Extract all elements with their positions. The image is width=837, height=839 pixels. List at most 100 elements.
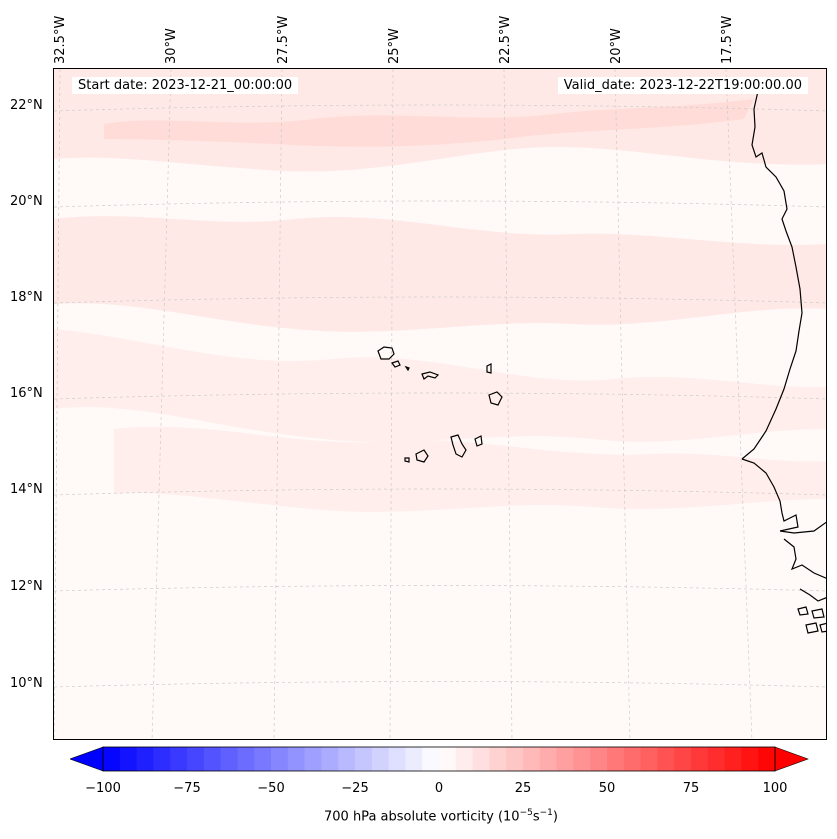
colorbar-cells: [103, 747, 776, 771]
meridian-25w: [389, 69, 394, 739]
colorbar-cell: [237, 747, 255, 771]
cape-verde-islands: [377, 346, 503, 463]
colorbar-cell: [304, 747, 322, 771]
meridian-17-5w: [725, 69, 753, 739]
colorbar-high-extend: [774, 746, 809, 772]
bijagos-island-1: [797, 606, 809, 616]
colorbar-tick-75: 75: [682, 781, 700, 796]
island-santiago: [450, 434, 467, 458]
colorbar-tick-50: 50: [598, 781, 616, 796]
colorbar-cell: [573, 747, 591, 771]
colorbar-cell: [439, 747, 457, 771]
vorticity-map: [54, 69, 826, 739]
colorbar-cell: [657, 747, 675, 771]
lat-label-18n: 18°N: [10, 290, 43, 305]
colorbar-tick-minus75: −75: [173, 781, 201, 796]
island-sao-vicente: [391, 360, 401, 368]
vorticity-band-north-inner: [104, 99, 754, 147]
island-santa-luzia: [404, 365, 410, 372]
mauritania-coast: [741, 90, 803, 460]
parallel-10n: [54, 681, 826, 688]
island-brava: [404, 457, 410, 463]
lat-label-20n: 20°N: [10, 194, 43, 209]
colorbar-cell: [523, 747, 541, 771]
start-date-label: Start date: 2023-12-21_00:00:00: [72, 77, 299, 94]
colorbar-cell: [724, 747, 742, 771]
colorbar-cell: [422, 747, 440, 771]
colorbar-tick-100: 100: [762, 781, 788, 796]
gambia-estuary: [779, 521, 826, 534]
colorbar-tick-minus100: −100: [85, 781, 121, 796]
colorbar-cell: [355, 747, 373, 771]
colorbar-tick-25: 25: [514, 781, 532, 796]
valid-date-label: Valid_date: 2023-12-22T19:00:00.00: [557, 77, 808, 94]
bijagos-island-3: [805, 622, 819, 634]
casamance-coast: [783, 538, 826, 579]
lon-label-17-5w: 17.5°W: [720, 15, 735, 64]
colorbar-cell: [220, 747, 238, 771]
island-boa-vista: [488, 391, 503, 406]
vorticity-band-mid: [54, 216, 826, 332]
colorbar-cell: [405, 747, 423, 771]
colorbar-label: 700 hPa absolute vorticity (10−5s−1): [324, 808, 558, 825]
colorbar-cell: [741, 747, 759, 771]
parallel-18n: [54, 296, 826, 304]
lon-label-22-5w: 22.5°W: [498, 15, 513, 64]
colorbar-cell: [707, 747, 726, 771]
colorbar-low-extend: [70, 746, 104, 772]
island-santo-antao: [377, 346, 395, 360]
colorbar-cell: [556, 747, 574, 771]
west-africa-coast: [741, 90, 826, 634]
lon-label-27-5w: 27.5°W: [276, 15, 291, 64]
colorbar-cell: [539, 747, 558, 771]
colorbar-cell: [590, 747, 608, 771]
meridian-32-5w: [54, 69, 61, 739]
lat-label-22n: 22°N: [10, 98, 43, 113]
colorbar-cell: [623, 747, 642, 771]
colorbar-cell: [119, 747, 138, 771]
colorbar-cell: [321, 747, 339, 771]
colorbar-cell: [455, 747, 474, 771]
island-fogo: [415, 449, 429, 463]
meridian-27-5w: [273, 69, 283, 739]
colorbar-outline: [102, 746, 776, 772]
colorbar-cell: [691, 747, 709, 771]
lon-label-30w: 30°W: [164, 28, 179, 64]
island-maio: [474, 435, 483, 447]
colorbar-cell: [153, 747, 171, 771]
colorbar-cell: [607, 747, 625, 771]
lat-label-14n: 14°N: [10, 482, 43, 497]
parallel-20n: [54, 200, 826, 208]
lon-label-25w: 25°W: [387, 28, 402, 64]
colorbar-cell: [287, 747, 306, 771]
meridian-22-5w: [503, 69, 513, 739]
colorbar-tick-0: 0: [434, 781, 444, 796]
lat-label-16n: 16°N: [10, 386, 43, 401]
lat-label-10n: 10°N: [10, 676, 43, 691]
colorbar-cell: [472, 747, 490, 771]
meridian-30w: [151, 69, 172, 739]
graticule: [54, 69, 826, 739]
parallel-16n: [54, 392, 826, 400]
senegal-coast: [741, 458, 799, 532]
colorbar-tick-minus50: −50: [257, 781, 285, 796]
parallel-12n: [54, 585, 826, 592]
lon-label-32-5w: 32.5°W: [53, 15, 68, 64]
vorticity-band-lower: [54, 329, 826, 442]
guinea-bissau-coast: [799, 588, 826, 602]
lat-label-12n: 12°N: [10, 579, 43, 594]
colorbar-cell: [170, 747, 188, 771]
colorbar-cell: [506, 747, 524, 771]
colorbar-cell: [371, 747, 390, 771]
colorbar-cell: [136, 747, 154, 771]
meridian-20w: [614, 69, 631, 739]
colorbar: [70, 746, 809, 772]
map-panel[interactable]: Start date: 2023-12-21_00:00:00 Valid_da…: [53, 68, 827, 740]
colorbar-cell: [388, 747, 406, 771]
colorbar-cell: [640, 747, 658, 771]
island-sal: [486, 363, 492, 374]
colorbar-cell: [271, 747, 289, 771]
island-sao-nicolau: [421, 371, 440, 380]
bijagos-island-2: [811, 608, 825, 619]
colorbar-cell: [758, 747, 776, 771]
